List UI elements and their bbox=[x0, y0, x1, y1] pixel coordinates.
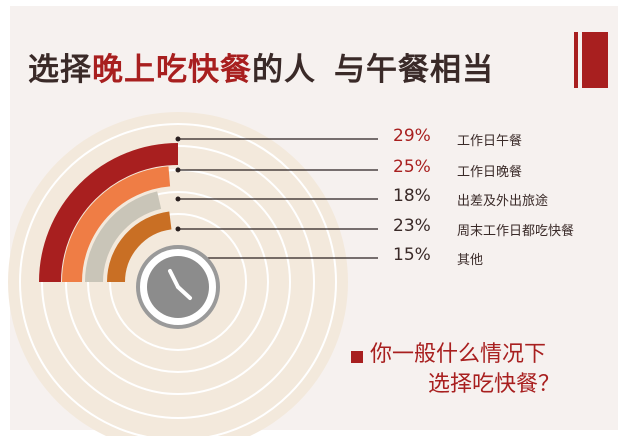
title-part4: 与午餐相当 bbox=[334, 52, 494, 88]
title-part3: 的人 bbox=[252, 52, 316, 88]
leader-dot bbox=[175, 226, 181, 232]
leader-lines bbox=[175, 136, 378, 261]
category-label: 周末工作日都吃快餐 bbox=[457, 224, 575, 239]
value-label: 18% bbox=[393, 186, 431, 206]
clock-icon bbox=[136, 245, 220, 329]
value-label: 15% bbox=[393, 245, 431, 265]
radial-bar bbox=[85, 191, 162, 283]
leader-dot bbox=[175, 196, 181, 202]
bg-ring bbox=[19, 123, 337, 436]
title-accent-bar-thin bbox=[574, 32, 578, 88]
title-highlight: 晚上吃快餐 bbox=[92, 52, 252, 88]
leader-dot bbox=[175, 136, 181, 142]
value-label: 25% bbox=[393, 157, 431, 177]
radial-bar bbox=[62, 166, 171, 283]
question-text: 你一般什么情况下 选择吃快餐？ bbox=[370, 340, 560, 400]
category-label: 工作日晚餐 bbox=[457, 165, 523, 180]
value-label: 29% bbox=[393, 126, 431, 146]
leader-dot bbox=[175, 167, 181, 173]
question-line2: 选择吃快餐？ bbox=[428, 372, 561, 397]
title-accent-bar bbox=[582, 32, 608, 88]
page-title: 选择晚上吃快餐的人 与午餐相当 bbox=[28, 44, 494, 89]
radial-bar bbox=[39, 143, 179, 283]
question-line1: 你一般什么情况下 bbox=[370, 342, 547, 367]
question-marker bbox=[351, 351, 363, 363]
category-label: 工作日午餐 bbox=[457, 134, 523, 149]
radial-bars bbox=[39, 143, 179, 283]
category-label: 其他 bbox=[457, 253, 484, 268]
category-label: 出差及外出旅途 bbox=[457, 194, 549, 209]
title-part1: 选择 bbox=[28, 52, 92, 88]
radial-bar bbox=[107, 211, 172, 283]
value-label: 23% bbox=[393, 216, 431, 236]
